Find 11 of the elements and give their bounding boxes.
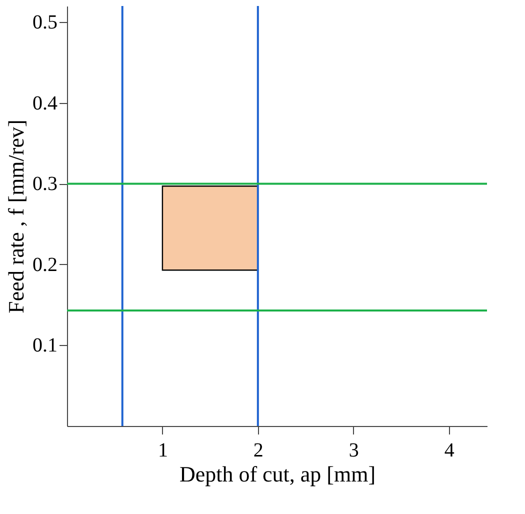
y-axis-title: Feed rate , f [mm/rev] [4, 120, 28, 314]
y-tick-label: 0.2 [32, 254, 58, 276]
x-tick-label: 3 [348, 440, 359, 462]
y-tick-label: 0.1 [32, 334, 58, 357]
y-tick-label: 0.4 [32, 92, 58, 114]
y-tick-label: 0.3 [32, 173, 58, 196]
x-axis-title: Depth of cut, ap [mm] [179, 462, 376, 486]
x-tick-label: 1 [158, 440, 168, 462]
y-tick-label: 0.5 [32, 12, 58, 34]
x-tick-label: 2 [253, 440, 264, 462]
x-tick-label: 4 [444, 440, 454, 462]
